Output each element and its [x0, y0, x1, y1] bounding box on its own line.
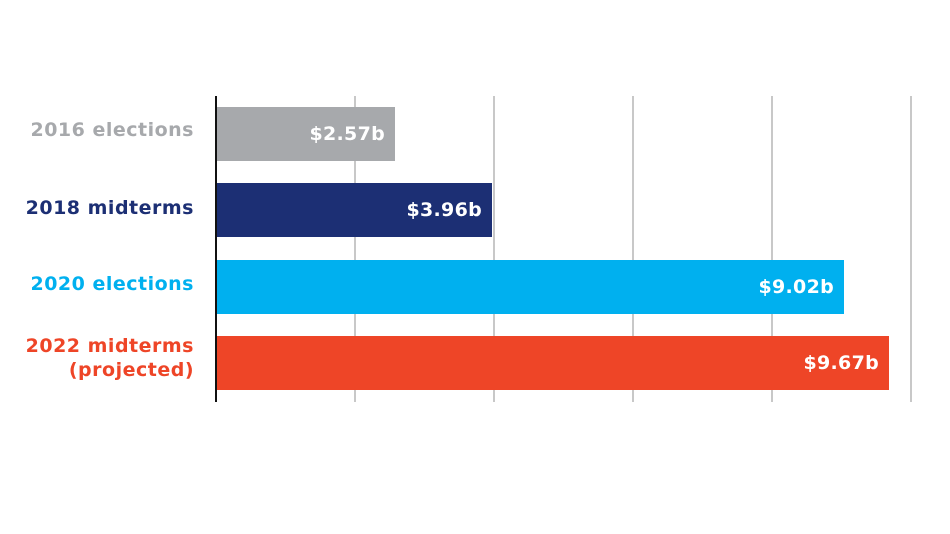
- y-axis-line: [215, 96, 217, 402]
- bar-2018: $3.96b: [217, 183, 492, 237]
- bar-value-label: $9.02b: [758, 276, 834, 298]
- category-label-2016: 2016 elections: [30, 118, 194, 142]
- gridline-2: [354, 96, 356, 402]
- category-label-2022: 2022 midterms (projected): [26, 334, 194, 382]
- bar-2016: $2.57b: [217, 107, 395, 161]
- gridline-6: [632, 96, 634, 402]
- category-label-text: 2020 elections: [30, 273, 194, 295]
- bar-2020: $9.02b: [217, 260, 844, 314]
- category-label-text: 2022 midterms: [25, 335, 194, 357]
- category-label-text: 2018 midterms: [25, 197, 194, 219]
- gridline-10: [910, 96, 912, 402]
- gridline-4: [493, 96, 495, 402]
- gridline-8: [771, 96, 773, 402]
- category-label-2020: 2020 elections: [30, 272, 194, 296]
- bar-value-label: $3.96b: [406, 199, 482, 221]
- bar-2022: $9.67b: [217, 336, 889, 390]
- category-label-subtext: (projected): [68, 359, 194, 381]
- category-label-2018: 2018 midterms: [26, 196, 194, 220]
- bar-value-label: $2.57b: [309, 123, 385, 145]
- bar-value-label: $9.67b: [803, 352, 879, 374]
- category-label-text: 2016 elections: [30, 119, 194, 141]
